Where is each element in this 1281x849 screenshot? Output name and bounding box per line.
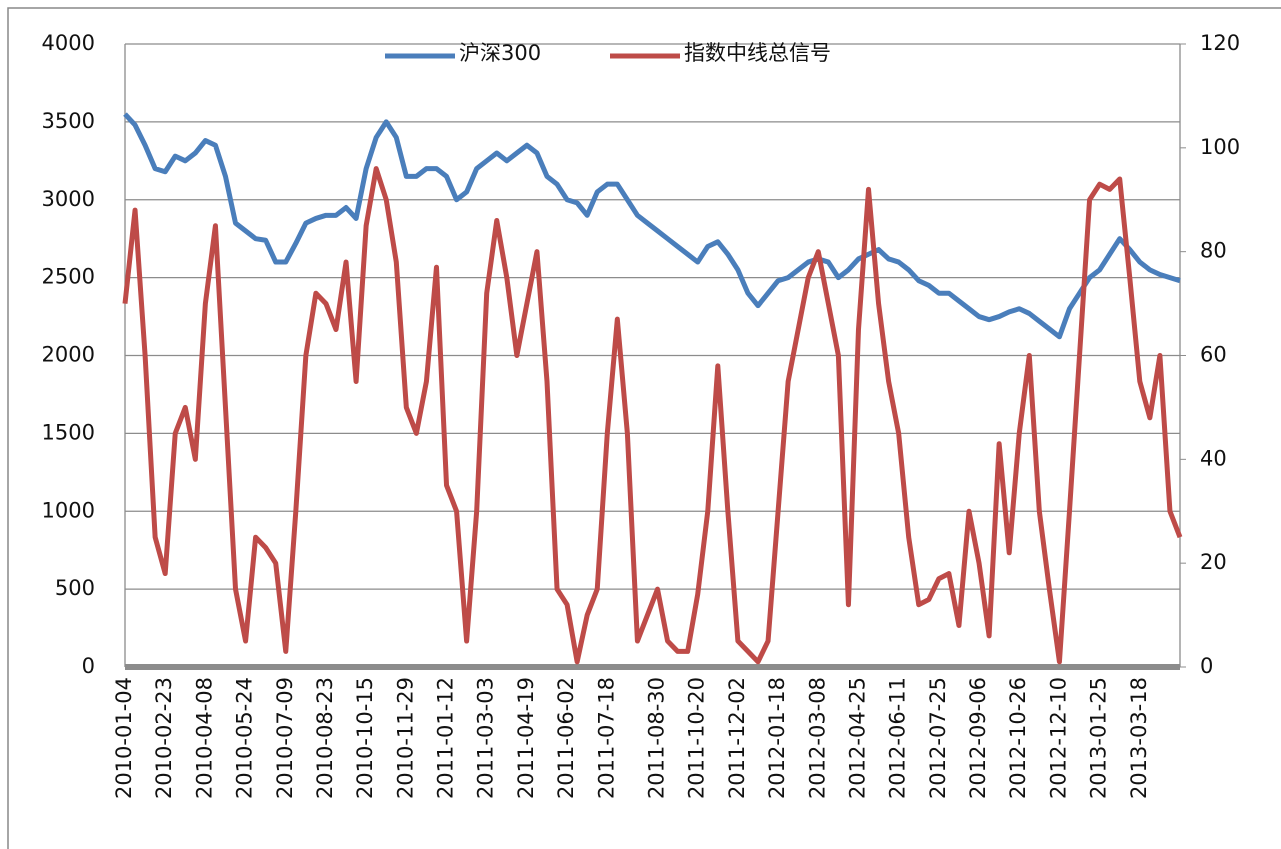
x-tick-label: 2010-01-04	[112, 677, 136, 799]
x-tick-label: 2013-03-18	[1127, 677, 1151, 799]
x-tick-label: 2011-03-03	[474, 677, 498, 799]
x-tick-label: 2010-02-23	[152, 677, 176, 799]
y-tick-label: 4000	[42, 31, 95, 55]
y2-tick-label: 20	[1200, 550, 1227, 574]
y2-tick-label: 0	[1200, 654, 1213, 678]
x-tick-label: 2012-06-11	[886, 677, 910, 799]
x-tick-label: 2012-09-06	[966, 677, 990, 799]
x-tick-label: 2011-07-18	[594, 677, 618, 799]
x-tick-label: 2012-07-25	[926, 677, 950, 799]
x-tick-label: 2010-11-29	[393, 677, 417, 799]
x-tick-label: 2011-04-19	[514, 677, 538, 799]
x-tick-label: 2011-10-20	[685, 677, 709, 799]
x-tick-label: 2011-06-02	[554, 677, 578, 799]
x-tick-label: 2010-08-23	[313, 677, 337, 799]
y2-tick-label: 120	[1200, 31, 1240, 55]
series-line	[122, 166, 1183, 665]
y2-tick-label: 100	[1200, 135, 1240, 159]
x-tick-label: 2010-07-09	[273, 677, 297, 799]
y2-tick-label: 60	[1200, 343, 1227, 367]
x-tick-label: 2011-01-12	[434, 677, 458, 799]
y-tick-label: 3500	[42, 109, 95, 133]
y-tick-label: 1500	[42, 420, 95, 444]
y-tick-label: 0	[82, 654, 95, 678]
x-tick-label: 2010-05-24	[233, 677, 257, 799]
y-tick-label: 2000	[42, 343, 95, 367]
x-tick-label: 2013-01-25	[1087, 677, 1111, 799]
legend-label: 指数中线总信号	[684, 41, 831, 65]
y-tick-label: 3000	[42, 187, 95, 211]
x-tick-label: 2012-12-10	[1046, 677, 1070, 799]
chart-frame	[7, 7, 1281, 849]
series-line	[123, 112, 1181, 340]
x-tick-label: 2012-03-08	[805, 677, 829, 799]
x-tick-label: 2010-10-15	[353, 677, 377, 799]
x-tick-label: 2011-12-02	[725, 677, 749, 799]
y2-tick-label: 40	[1200, 446, 1227, 470]
x-tick-label: 2011-08-30	[645, 677, 669, 799]
y-tick-label: 500	[55, 576, 95, 600]
legend-label: 沪深300	[459, 41, 541, 65]
x-tick-label: 2012-01-18	[765, 677, 789, 799]
y2-tick-label: 80	[1200, 239, 1227, 263]
x-tick-label: 2010-04-08	[192, 677, 216, 799]
y-tick-label: 2500	[42, 265, 95, 289]
x-tick-label: 2012-10-26	[1006, 677, 1030, 799]
x-tick-label: 2012-04-25	[845, 677, 869, 799]
y-tick-label: 1000	[42, 498, 95, 522]
